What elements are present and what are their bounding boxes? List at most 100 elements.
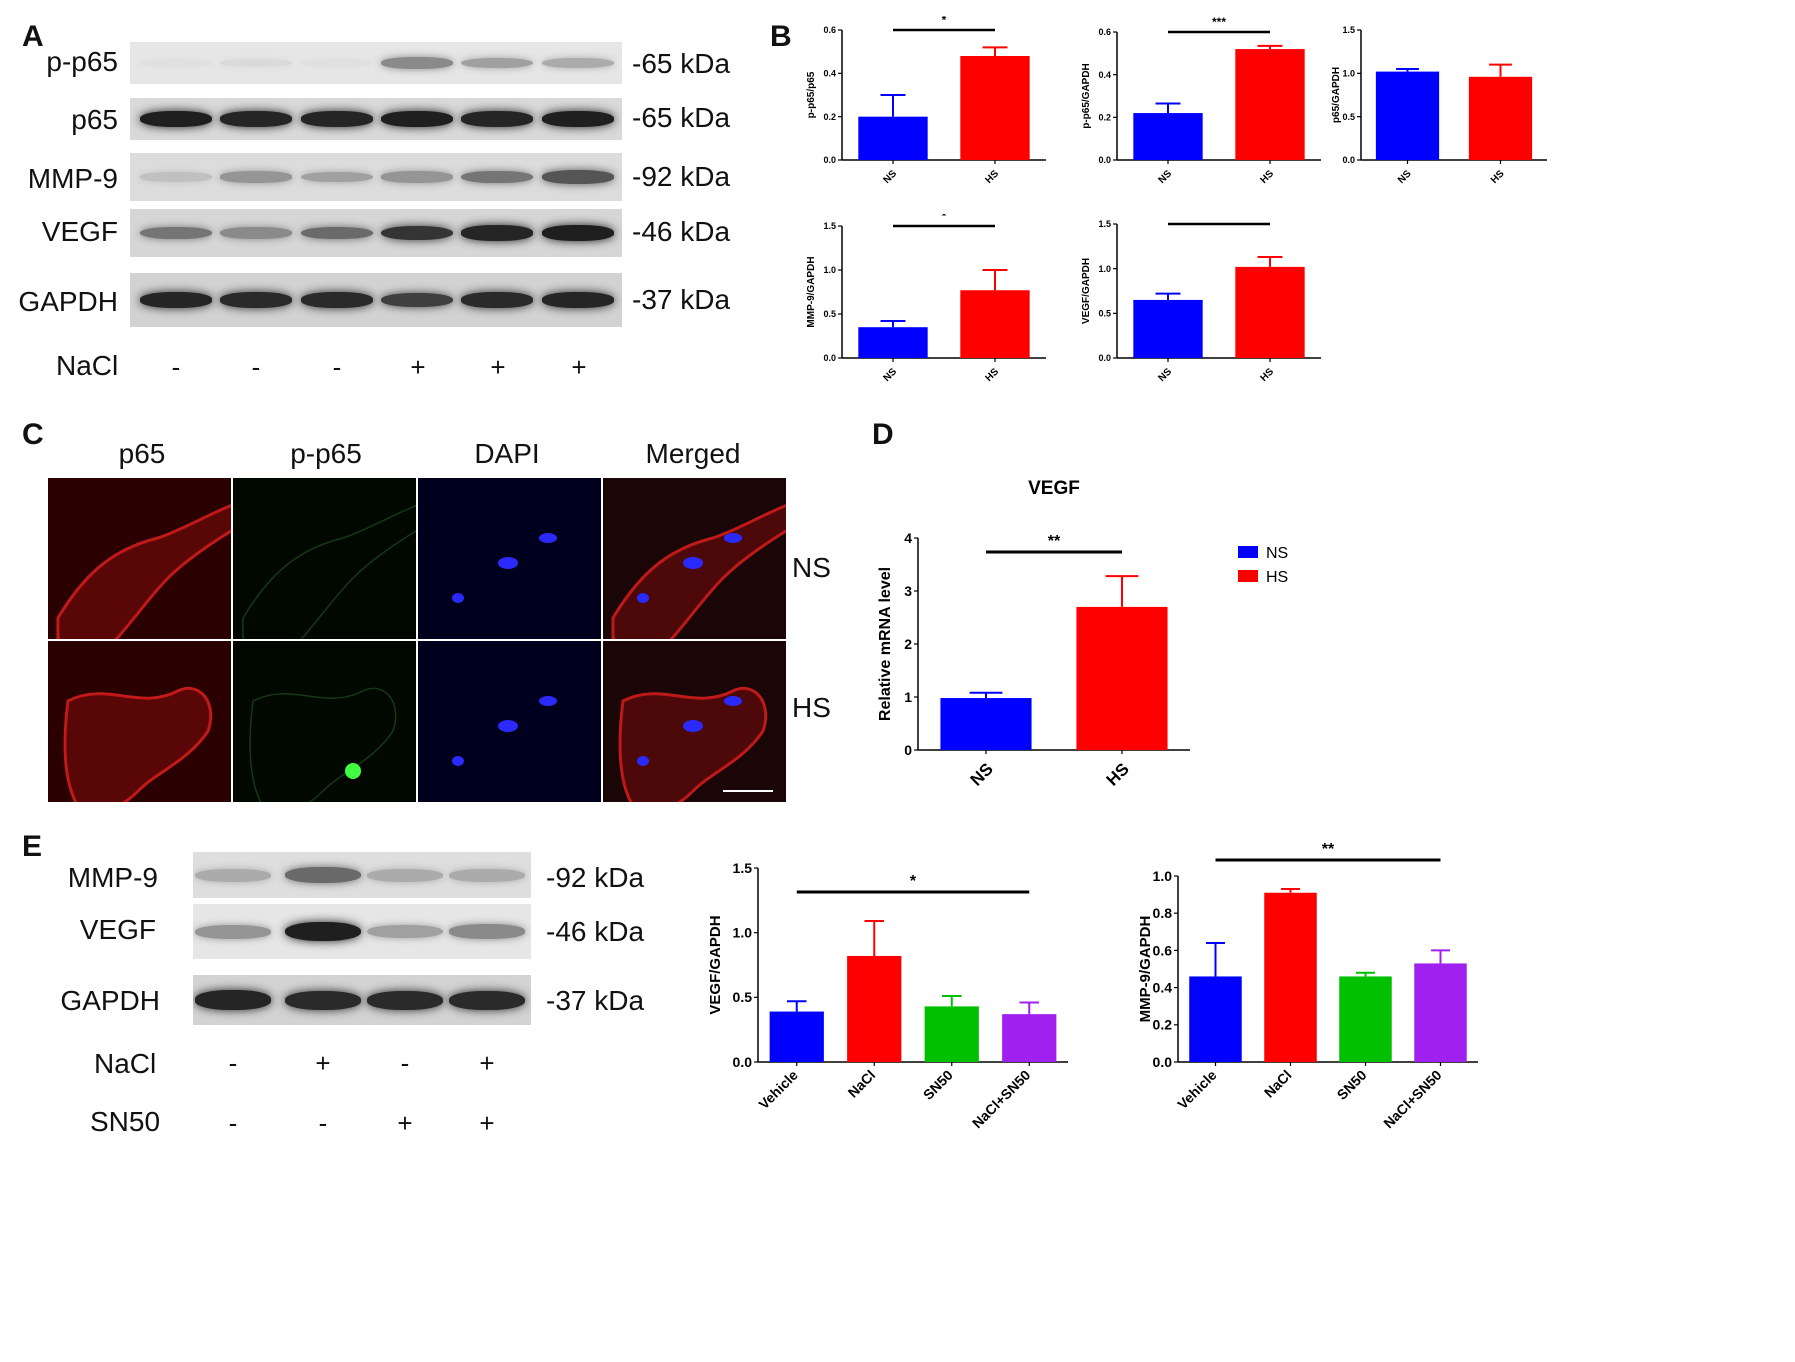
- blot-band: [461, 170, 533, 184]
- channel-label-p-p65: p-p65: [290, 438, 362, 469]
- blot-band: [381, 225, 453, 241]
- y-tick-label: 0: [904, 742, 912, 758]
- x-tick-label: SN50: [1334, 1067, 1370, 1103]
- bar: [960, 56, 1030, 160]
- blot-band: [367, 924, 443, 939]
- y-tick-label: 0.5: [733, 989, 753, 1005]
- blot-label-p-p65: p-p65: [46, 46, 118, 77]
- micrograph-image: [418, 478, 601, 639]
- y-tick-label: 1.0: [733, 925, 753, 941]
- kda-p-p65: -65 kDa: [632, 48, 731, 79]
- micrograph-image: [48, 641, 231, 802]
- x-tick-label: NaCl: [1261, 1067, 1295, 1101]
- x-tick-label: SN50: [920, 1067, 956, 1103]
- y-tick-label: 1.0: [1342, 68, 1355, 78]
- y-tick-label: 0.5: [1342, 112, 1355, 122]
- bar: [1468, 76, 1533, 160]
- legend-label: HS: [1266, 569, 1288, 586]
- y-tick-label: 1.5: [1098, 219, 1111, 229]
- significance-label: *: [910, 873, 917, 890]
- blot-label-p65: p65: [71, 104, 118, 135]
- sn50-sign: +: [479, 1108, 495, 1138]
- blot-band: [542, 225, 614, 241]
- bar: [1264, 892, 1317, 1062]
- y-axis-label: MMP-9/GAPDH: [1137, 916, 1154, 1023]
- blot-strip-vegf: [130, 209, 622, 257]
- blot-label-mmp9: MMP-9: [27, 163, 118, 194]
- y-tick-label: 0.8: [1153, 905, 1173, 921]
- nacl-sign: -: [251, 352, 261, 382]
- x-tick-label: HS: [1259, 366, 1277, 384]
- bar: [847, 955, 902, 1062]
- y-tick-label: 1.5: [1342, 25, 1355, 35]
- blot-strip-mmp9-e: [193, 852, 531, 898]
- panel-label-e: E: [22, 830, 43, 863]
- sn50-sign: -: [228, 1108, 238, 1138]
- panel-label-a: A: [22, 20, 44, 53]
- blot-band: [367, 868, 443, 882]
- y-tick-label: 0.5: [1098, 308, 1111, 318]
- blot-strip-gapdh: [130, 273, 622, 327]
- legend-swatch: [1238, 570, 1258, 582]
- nacl-label-e: NaCl: [94, 1048, 157, 1079]
- y-tick-label: 0.4: [823, 68, 836, 78]
- blot-label-gapdh: GAPDH: [18, 286, 118, 317]
- y-tick-label: 1.5: [733, 860, 753, 876]
- blot-band: [220, 227, 292, 239]
- x-tick-label: NaCl+SN50: [969, 1067, 1034, 1132]
- blot-band: [140, 111, 212, 127]
- bar: [1133, 299, 1203, 358]
- x-tick-label: Vehicle: [755, 1067, 801, 1113]
- sn50-label-e: SN50: [90, 1106, 161, 1137]
- y-tick-label: 3: [904, 583, 912, 599]
- micrograph-image: [418, 641, 601, 802]
- bar: [1133, 113, 1203, 160]
- chart-e-vegf-gapdh: 0.0 0.5 1.0 1.5 VEGF/GAPDH Vehicle NaCl SN50 NaC…: [707, 860, 1068, 1132]
- bar: [1002, 1014, 1057, 1062]
- panel-label-b: B: [770, 20, 792, 53]
- chart-d-vegf-mrna: 0 1 2 3 4 Relative mRNA level NS HS ** VEGF NS HS: [877, 478, 1288, 790]
- x-tick-label: HS: [984, 168, 1002, 186]
- micrograph-image: [603, 641, 786, 802]
- y-tick-label: 0.0: [1342, 155, 1355, 165]
- kda-gapdh: -37 kDa: [632, 284, 731, 315]
- y-tick-label: 1.5: [823, 221, 836, 231]
- micrograph-image: [48, 478, 231, 639]
- blot-band: [449, 868, 525, 882]
- y-tick-label: 0.2: [1153, 1017, 1173, 1033]
- row-label-ns: NS: [792, 552, 831, 583]
- y-tick-label: 0.0: [823, 155, 836, 165]
- channel-label-merged: Merged: [645, 438, 741, 469]
- kda-vegf: -46 kDa: [632, 216, 731, 247]
- y-axis-label: p-p65/GAPDH: [1081, 63, 1092, 129]
- blot-label-gapdh-e: GAPDH: [60, 985, 160, 1016]
- blot-band: [381, 171, 453, 183]
- blot-band: [381, 292, 453, 308]
- nacl-sign: +: [479, 1048, 495, 1078]
- blot-label-vegf: VEGF: [41, 216, 118, 247]
- y-tick-label: 1.0: [1153, 868, 1173, 884]
- blot-band: [449, 990, 525, 1010]
- y-tick-label: 0.0: [823, 353, 836, 363]
- y-tick-label: 0.0: [1098, 155, 1111, 165]
- blot-band: [461, 57, 533, 69]
- blot-strip-vegf-e: [193, 904, 531, 959]
- bar: [924, 1006, 979, 1062]
- bar: [1235, 266, 1305, 358]
- y-tick-label: 0.0: [733, 1054, 753, 1070]
- x-tick-label: NaCl: [844, 1067, 878, 1101]
- y-tick-label: 1: [904, 689, 912, 705]
- blot-band: [301, 292, 373, 308]
- x-tick-label: NaCl+SN50: [1380, 1067, 1445, 1132]
- y-axis-label: MMP-9/GAPDH: [806, 256, 817, 327]
- row-label-hs: HS: [792, 692, 831, 723]
- bar: [858, 116, 928, 160]
- panel-label-c: C: [22, 418, 44, 451]
- nacl-sign: +: [410, 352, 426, 382]
- chart-b-p65-gapdh: 0.0 0.5 1.0 1.5 p65/GAPDH NS HS: [1331, 25, 1547, 186]
- blot-band: [285, 990, 361, 1010]
- blot-band: [195, 924, 271, 939]
- y-tick-label: 0.6: [1153, 942, 1173, 958]
- legend-label: NS: [1266, 545, 1288, 562]
- x-tick-label: HS: [1103, 759, 1133, 789]
